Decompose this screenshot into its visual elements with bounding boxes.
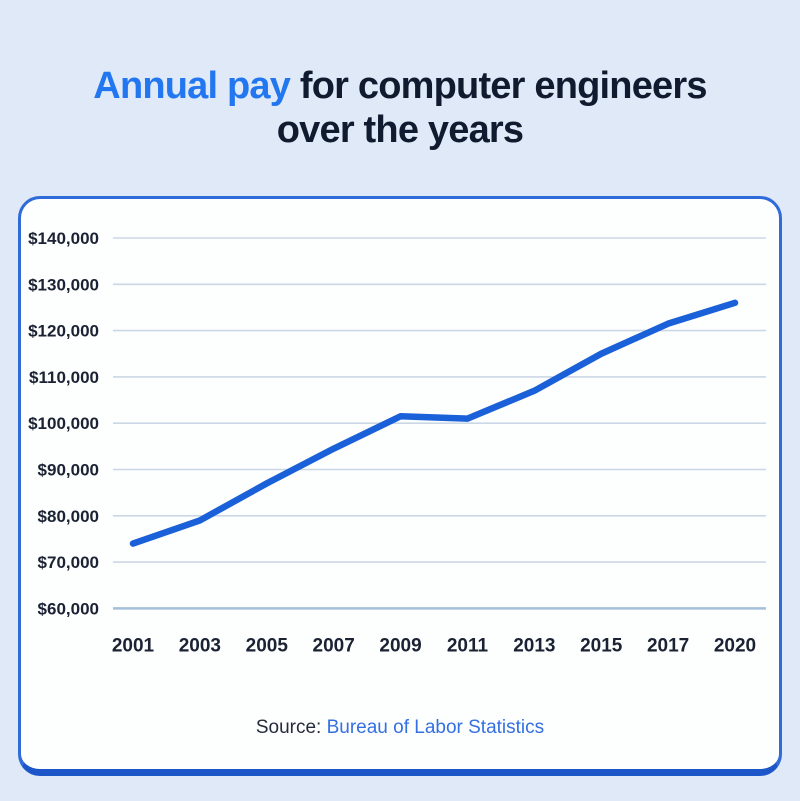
x-tick-label: 2015 bbox=[580, 636, 623, 657]
annual-pay-series-line bbox=[129, 299, 739, 547]
x-tick-label: 2005 bbox=[246, 636, 289, 657]
y-tick-label: $100,000 bbox=[28, 414, 99, 433]
source-line: Source: Bureau of Labor Statistics bbox=[21, 717, 779, 739]
x-tick-label: 2007 bbox=[313, 636, 355, 657]
chart-card: $140,000 $130,000 $120,000 $110,000 $100,000… bbox=[18, 196, 782, 777]
annual-pay-line-chart: $140,000 $130,000 $120,000 $110,000 $100,000… bbox=[28, 229, 766, 657]
page-title-line2: over the years bbox=[276, 109, 524, 152]
y-tick-label: $120,000 bbox=[28, 322, 99, 341]
page-title-accent: Annual pay bbox=[93, 65, 291, 107]
x-tick-label: 2009 bbox=[379, 636, 421, 657]
page-title: Annual pay for computer engineers over t… bbox=[0, 0, 800, 152]
page-title-rest: for computer engineers bbox=[299, 65, 708, 107]
x-tick-label: 2013 bbox=[513, 636, 555, 657]
y-tick-label: $80,000 bbox=[38, 507, 99, 526]
x-tick-label: 2003 bbox=[179, 636, 221, 657]
x-tick-label: 2001 bbox=[112, 636, 155, 657]
y-tick-label: $140,000 bbox=[28, 229, 99, 248]
y-tick-label: $60,000 bbox=[38, 600, 99, 619]
x-tick-label: 2020 bbox=[714, 636, 756, 657]
y-tick-label: $70,000 bbox=[38, 553, 99, 572]
y-tick-label: $130,000 bbox=[28, 275, 99, 294]
x-tick-label: 2017 bbox=[647, 636, 689, 657]
source-link[interactable]: Bureau of Labor Statistics bbox=[326, 717, 545, 739]
y-tick-label: $110,000 bbox=[29, 368, 99, 387]
x-tick-label: 2011 bbox=[447, 636, 489, 657]
y-tick-label: $90,000 bbox=[38, 461, 99, 480]
source-label: Source: bbox=[255, 717, 322, 739]
